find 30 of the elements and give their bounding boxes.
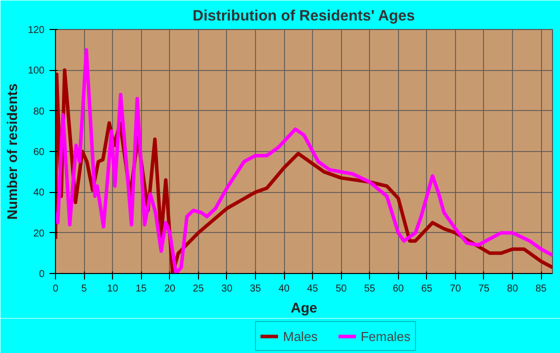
- x-tick-label: 15: [136, 284, 148, 294]
- x-tick-label: 50: [336, 284, 348, 294]
- x-tick-label: 10: [107, 284, 119, 294]
- y-tick-label: 20: [33, 228, 45, 240]
- y-tick-label: 60: [33, 147, 45, 158]
- legend-label: Males: [283, 328, 318, 344]
- chart-title: Distribution of Residents' Ages: [192, 8, 415, 24]
- x-tick-label: 75: [478, 284, 490, 294]
- x-tick-label: 5: [81, 284, 88, 294]
- x-tick-label: 55: [364, 284, 376, 294]
- x-tick-label: 0: [52, 284, 59, 294]
- y-axis-title: Number of residents: [4, 83, 20, 220]
- x-tick-label: 30: [221, 284, 233, 294]
- x-tick-label: 35: [250, 284, 262, 294]
- x-tick-label: 80: [506, 284, 519, 294]
- y-tick-label: 100: [28, 66, 45, 77]
- legend-label: Females: [360, 328, 411, 344]
- x-axis-title: Age: [290, 300, 318, 316]
- y-tick-label: 80: [33, 106, 45, 118]
- x-tick-label: 20: [164, 284, 176, 294]
- x-tick-label: 70: [450, 284, 462, 294]
- x-tick-label: 85: [536, 284, 548, 294]
- x-tick-label: 65: [421, 284, 433, 294]
- x-tick-label: 45: [307, 284, 319, 294]
- x-tick-label: 40: [278, 284, 290, 294]
- y-tick-label: 0: [38, 269, 45, 280]
- y-tick-label: 120: [28, 25, 45, 36]
- x-tick-label: 25: [192, 284, 204, 294]
- y-tick-label: 40: [33, 188, 45, 199]
- x-tick-label: 60: [392, 284, 404, 294]
